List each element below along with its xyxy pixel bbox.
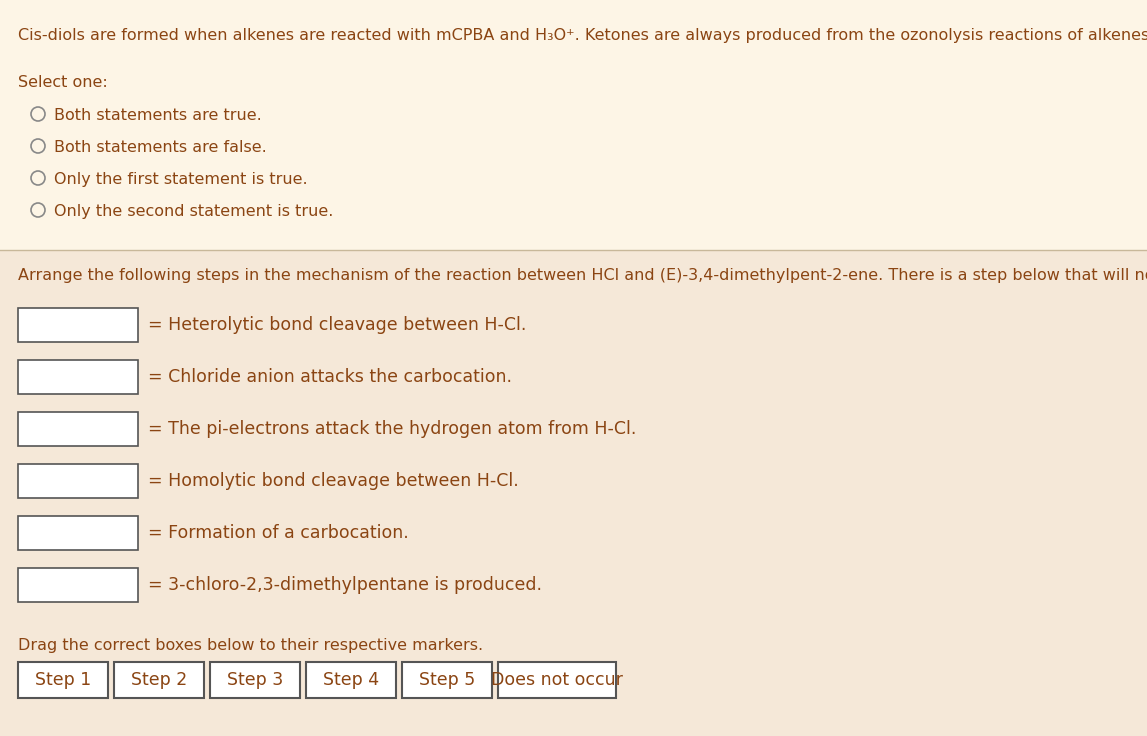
Text: Both statements are false.: Both statements are false. <box>54 140 267 155</box>
Text: Cis-diols are formed when alkenes are reacted with mCPBA and H₃O⁺. Ketones are a: Cis-diols are formed when alkenes are re… <box>18 28 1147 43</box>
FancyBboxPatch shape <box>18 516 138 550</box>
Text: Only the second statement is true.: Only the second statement is true. <box>54 204 334 219</box>
Text: Select one:: Select one: <box>18 75 108 90</box>
Text: = Heterolytic bond cleavage between H-Cl.: = Heterolytic bond cleavage between H-Cl… <box>148 316 526 334</box>
Text: = The pi-electrons attack the hydrogen atom from H-Cl.: = The pi-electrons attack the hydrogen a… <box>148 420 637 438</box>
Text: Drag the correct boxes below to their respective markers.: Drag the correct boxes below to their re… <box>18 638 483 653</box>
FancyBboxPatch shape <box>0 250 1147 736</box>
FancyBboxPatch shape <box>210 662 301 698</box>
Text: = Homolytic bond cleavage between H-Cl.: = Homolytic bond cleavage between H-Cl. <box>148 472 518 490</box>
Text: Step 4: Step 4 <box>323 671 379 689</box>
Text: = Chloride anion attacks the carbocation.: = Chloride anion attacks the carbocation… <box>148 368 512 386</box>
Text: Only the first statement is true.: Only the first statement is true. <box>54 172 307 187</box>
FancyBboxPatch shape <box>114 662 204 698</box>
Text: Step 3: Step 3 <box>227 671 283 689</box>
FancyBboxPatch shape <box>18 568 138 602</box>
Text: Step 1: Step 1 <box>34 671 91 689</box>
FancyBboxPatch shape <box>401 662 492 698</box>
Text: Arrange the following steps in the mechanism of the reaction between HCl and (E): Arrange the following steps in the mecha… <box>18 268 1147 283</box>
Text: Step 2: Step 2 <box>131 671 187 689</box>
FancyBboxPatch shape <box>18 662 108 698</box>
FancyBboxPatch shape <box>498 662 616 698</box>
Text: Step 5: Step 5 <box>419 671 475 689</box>
FancyBboxPatch shape <box>18 464 138 498</box>
Text: = Formation of a carbocation.: = Formation of a carbocation. <box>148 524 408 542</box>
Text: Does not occur: Does not occur <box>491 671 623 689</box>
FancyBboxPatch shape <box>18 412 138 446</box>
Text: = 3-chloro-2,3-dimethylpentane is produced.: = 3-chloro-2,3-dimethylpentane is produc… <box>148 576 543 594</box>
FancyBboxPatch shape <box>18 308 138 342</box>
FancyBboxPatch shape <box>0 0 1147 250</box>
FancyBboxPatch shape <box>18 360 138 394</box>
Text: Both statements are true.: Both statements are true. <box>54 108 262 123</box>
FancyBboxPatch shape <box>306 662 396 698</box>
